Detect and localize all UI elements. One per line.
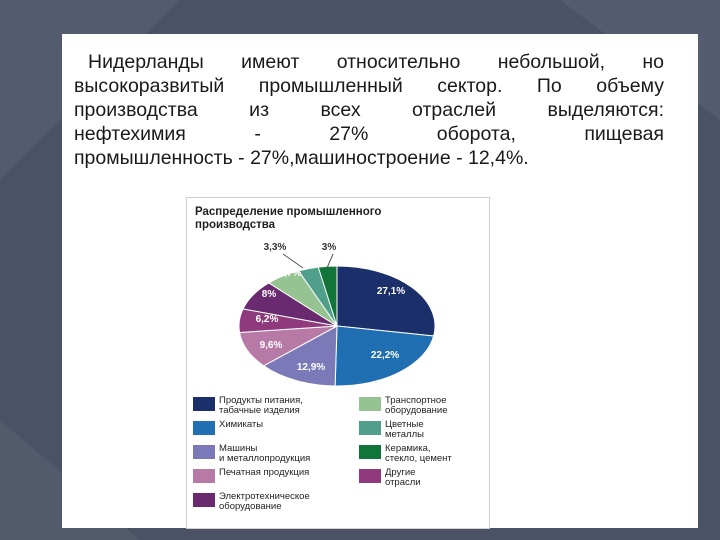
legend-item: Машины и металлопродукция [193,444,347,464]
legend-swatch [193,469,215,483]
pie-slice [334,325,435,387]
legend-item: Печатная продукция [193,468,347,483]
slice-label: 27,1% [377,286,405,297]
legend-label: Керамика, стекло, цемент [385,443,452,464]
legend-label: Химикаты [219,419,264,430]
slice-label: 6,2% [256,314,279,325]
slice-label: 8% [262,289,277,300]
legend-label: Цветные металлы [385,419,424,440]
text-line: нефтехимия - 27% оборота, пищевая [74,123,664,145]
legend-swatch [359,421,381,435]
slice-label: 3% [322,242,337,253]
legend-item: Продукты питания, табачные изделия [193,396,347,416]
legend-swatch [359,445,381,459]
legend-label: Машины и металлопродукция [219,443,311,464]
legend-swatch [193,493,215,507]
legend-item: Электротехническое оборудование [193,492,347,512]
leader-line [326,253,334,269]
legend-swatch [193,445,215,459]
legend-label: Продукты питания, табачные изделия [219,395,303,416]
legend-label: Печатная продукция [219,467,310,478]
leader-line [282,253,304,269]
legend-swatch [193,397,215,411]
text-line: Нидерланды имеют относительно небольшой,… [88,51,664,73]
legend-swatch [193,421,215,435]
text-line: промышленность - 27%,машиностроение - 12… [74,147,529,169]
legend-label: Транспортное оборудование [385,395,448,416]
pie-chart: 27,1% 22,2% 12,9% 9,6% 6,2% 8%5,7% 3,3% 3% [238,242,436,387]
legend-label: Электротехническое оборудование [219,491,310,512]
chart-title-line: производства [195,219,276,231]
slice-label: 12,9% [297,362,325,373]
chart-title-line: Распределение промышленного [195,206,382,218]
slide-text: Нидерланды имеют относительно небольшой,… [74,50,664,170]
legend-label: Другие отрасли [385,467,421,488]
legend-item: Другие отрасли [359,468,513,488]
legend-item: Цветные металлы [359,420,513,440]
chart-legend: Продукты питания, табачные изделия Химика… [193,396,489,526]
legend-swatch [359,397,381,411]
pie-slice [336,265,436,337]
legend-swatch [359,469,381,483]
text-line: производства из всех отраслей выделяются… [74,99,664,121]
legend-item: Керамика, стекло, цемент [359,444,513,464]
slice-label: 22,2% [371,350,399,361]
text-line: высокоразвитый промышленный сектор. По о… [74,75,664,97]
slice-label: 3,3% [264,242,287,253]
chart-figure: Распределение промышленного производства… [186,197,490,529]
slice-label: 5,7% [279,268,302,279]
legend-item: Химикаты [193,420,347,435]
pie-slice [262,325,338,387]
legend-item: Транспортное оборудование [359,396,513,416]
chart-title: Распределение промышленного производства [195,206,485,232]
slice-label: 9,6% [260,340,283,351]
